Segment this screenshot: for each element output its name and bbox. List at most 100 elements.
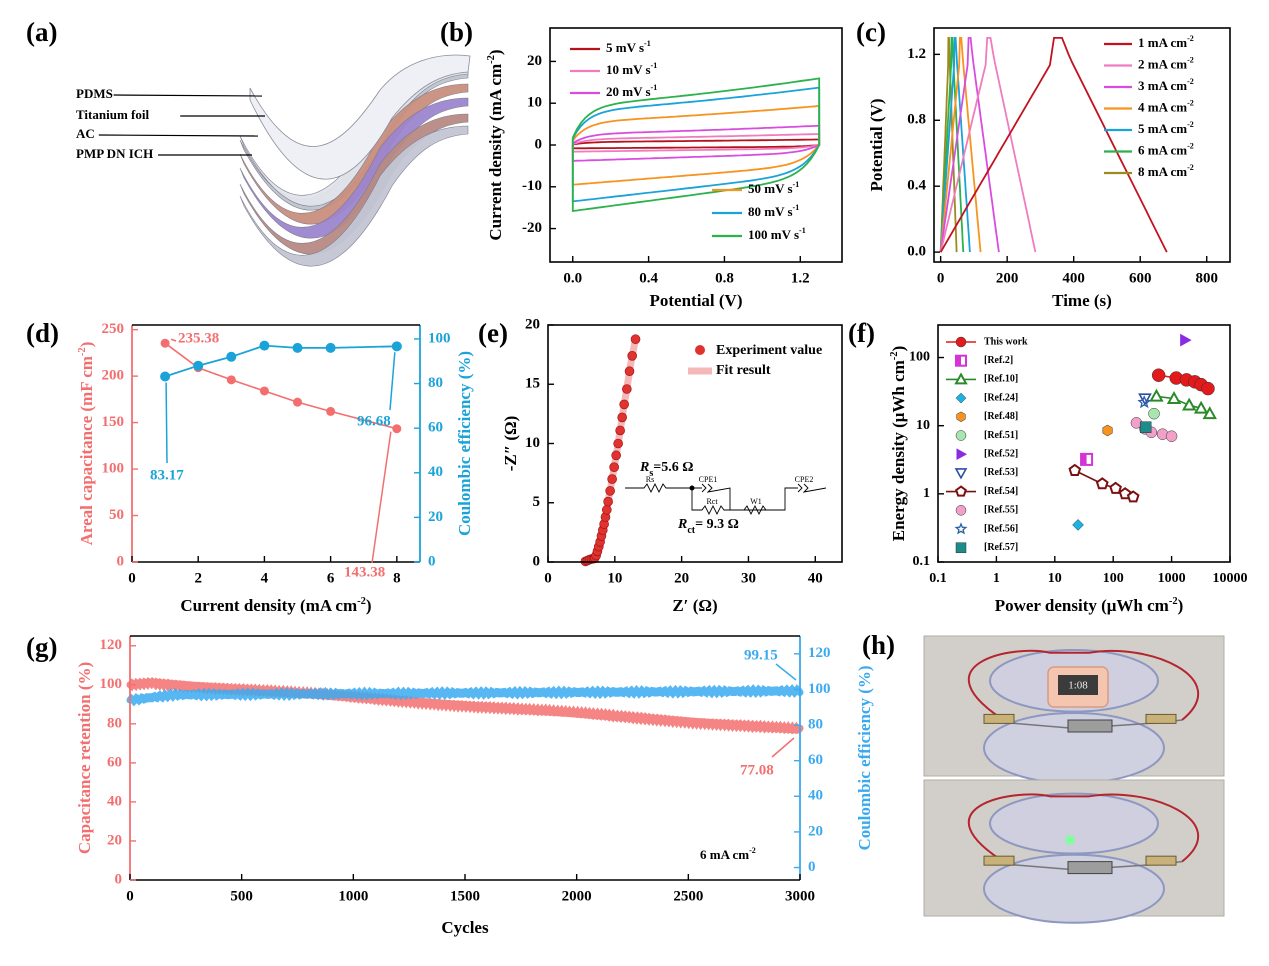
panel-label: (e)	[478, 318, 508, 348]
cv-curve-0	[571, 138, 821, 150]
rct-annotation: Rct= 9.3 Ω	[677, 517, 739, 536]
legend-label-sup: -2	[1187, 163, 1194, 172]
rs-symbol: R	[639, 460, 649, 475]
legend-label: 5 mA cm-2	[1138, 120, 1194, 136]
marker	[1148, 407, 1160, 420]
x-tick-label: 2500	[673, 888, 703, 904]
marker	[955, 505, 967, 516]
y-tick-label: 0	[808, 859, 816, 875]
legend-label: 2 mA cm-2	[1138, 56, 1194, 72]
panel-d-rate-performance: (d)0 2 4 6 8050100150200250020406080100Curre…	[26, 318, 474, 615]
y-tick-label: 0.4	[907, 178, 926, 194]
legend-marker	[695, 345, 705, 355]
x-tick-label: 800	[1195, 270, 1218, 286]
y-tick-label: 40	[808, 788, 823, 804]
x-tick-label: 1000	[338, 888, 368, 904]
x-tick-label: 10	[1048, 571, 1062, 586]
marker	[955, 392, 967, 404]
cv-curve-5	[571, 77, 821, 213]
gcd-curve	[939, 37, 965, 253]
x-axis-label-sup: -2	[357, 596, 366, 607]
experiment-point	[603, 496, 613, 507]
y-tick-label: 150	[102, 414, 125, 430]
y-tick-label: 60	[428, 420, 443, 436]
x-tick-label: 2000	[562, 888, 592, 904]
experiment-point	[601, 505, 612, 515]
efficiency-point	[391, 341, 402, 352]
legend-label: [Ref.10]	[984, 374, 1018, 385]
y-tick-label: 0.0	[907, 244, 926, 260]
capacitance-point	[293, 397, 303, 407]
left-axis-label: Capacitance retention (%)	[75, 662, 94, 854]
x-tick-label: 600	[1129, 270, 1152, 286]
x-tick-label: 0.1	[929, 571, 947, 586]
y-tick-label: 1	[923, 486, 930, 501]
x-tick-label: 40	[808, 570, 823, 586]
y-axis-label-main: Current density (mA cm	[486, 64, 505, 241]
retention-band	[126, 676, 804, 735]
x-axis-label-end: )	[366, 596, 372, 615]
gcd-curve	[939, 37, 958, 253]
marker	[1166, 390, 1182, 404]
circuit-label: CPE1	[699, 475, 718, 484]
legend-label: [Ref.48]	[984, 411, 1018, 422]
efficiency-point	[325, 342, 336, 353]
y-tick-label: 15	[525, 376, 540, 392]
capacitance-point	[226, 375, 236, 385]
panel-label: (d)	[26, 318, 59, 348]
efficiency-point	[259, 340, 270, 351]
legend-label: [Ref.53]	[984, 467, 1018, 478]
legend-label: 50 mV s-1	[748, 180, 799, 196]
left-axis-label: Areal capacitance (mF cm-2)	[77, 342, 96, 546]
y-axis-label-sup: -2	[889, 351, 900, 360]
rct-sub: ct	[687, 525, 695, 536]
y-tick-label: 120	[808, 645, 831, 661]
annotation: 99.15	[744, 647, 778, 663]
marker	[954, 468, 968, 480]
legend-label: [Ref.2]	[984, 355, 1013, 366]
y-tick-label: 0	[117, 553, 125, 569]
x-tick-label: 20	[674, 570, 689, 586]
y-tick-label: 40	[107, 793, 122, 809]
layer-label: AC	[76, 126, 95, 141]
y-tick-label: 0.8	[907, 112, 926, 128]
efficiency-point	[193, 360, 204, 371]
y-axis-label-main: Energy density (μWh cm	[889, 360, 908, 541]
rct-symbol: R	[677, 517, 687, 532]
capacitance-point	[259, 386, 269, 396]
condition-label-sup: -2	[749, 846, 756, 855]
marker	[1151, 368, 1166, 382]
legend-label-main: 5 mV s	[606, 40, 644, 55]
marker	[1202, 406, 1217, 420]
x-tick-label: 4	[261, 570, 269, 586]
legend-label-main: 50 mV s	[748, 181, 793, 196]
legend-label: [Ref.55]	[984, 505, 1018, 516]
panel-label: (g)	[26, 632, 57, 662]
x-tick-label: 400	[1062, 270, 1085, 286]
legend-label-sup: -2	[1187, 142, 1194, 151]
legend-label-sup: -2	[1187, 120, 1194, 129]
marker	[1165, 430, 1178, 442]
x-tick-label: 1500	[450, 888, 480, 904]
layer-label: Titanium foil	[76, 107, 149, 122]
x-tick-label: 8	[393, 570, 401, 586]
y-tick-label: 80	[107, 715, 122, 731]
right-axis-label: Coulombic efficiency (%)	[855, 665, 874, 850]
panel-g-cycling-stability: (g)0 500 1000 1500 2000 2500 30000204060801001…	[26, 632, 874, 937]
timer-screen	[1058, 675, 1098, 695]
circuit-label: CPE2	[795, 475, 814, 484]
marker	[955, 430, 967, 441]
y-tick-label: 100	[102, 460, 125, 476]
marker	[1109, 481, 1122, 494]
experiment-point	[627, 351, 637, 361]
y-axis-label: Energy density (μWh cm-2)	[889, 346, 908, 542]
rs-annotation: Rs=5.6 Ω	[639, 460, 693, 479]
marker	[1193, 400, 1209, 414]
y-tick-label: 250	[102, 321, 125, 337]
x-axis-label: Time (s)	[1052, 291, 1112, 310]
legend-label: 4 mA cm-2	[1138, 99, 1194, 115]
panel-a-schematic: (a) PDMS Titanium foil AC PMP DN ICH	[26, 17, 471, 267]
y-tick-label: 50	[109, 507, 124, 523]
legend-label-main: 80 mV s	[748, 204, 793, 219]
